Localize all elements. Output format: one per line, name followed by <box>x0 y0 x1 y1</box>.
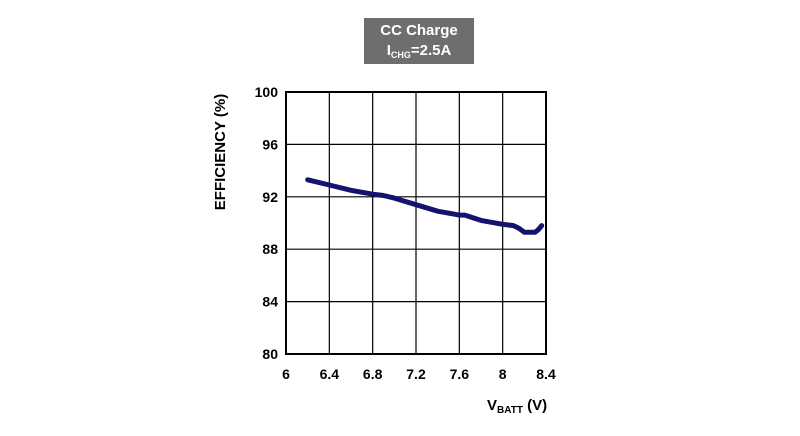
x-axis-label-rest: (V) <box>523 397 547 414</box>
chart-title-box: CC Charge ICHG=2.5A <box>364 18 474 64</box>
x-axis-label-sub: BATT <box>497 405 523 416</box>
y-axis-label: EFFICIENCY (%) <box>212 94 229 210</box>
subtitle-sub: CHG <box>390 50 411 60</box>
y-tick-label: 92 <box>262 189 278 205</box>
y-tick-label: 88 <box>262 241 278 257</box>
x-tick-label: 6 <box>282 366 290 382</box>
x-tick-label: 6.8 <box>363 366 383 382</box>
x-tick-label: 7.2 <box>406 366 426 382</box>
x-tick-label: 6.4 <box>320 366 340 382</box>
chart-title: CC Charge <box>380 22 458 39</box>
y-tick-label: 100 <box>255 84 279 100</box>
subtitle-rest: =2.5A <box>410 42 452 59</box>
x-tick-label: 8 <box>499 366 507 382</box>
x-tick-label: 7.6 <box>450 366 470 382</box>
x-axis-label-main: V <box>487 397 497 414</box>
x-tick-label: 8.4 <box>536 366 556 382</box>
y-tick-label: 80 <box>262 346 278 362</box>
subtitle-main: I <box>386 42 391 59</box>
y-tick-label: 84 <box>262 294 278 310</box>
efficiency-series-line <box>305 177 545 235</box>
chart-subtitle: ICHG=2.5A <box>364 41 474 65</box>
y-tick-labels: 80 84 88 92 96 100 <box>255 84 279 362</box>
y-tick-label: 96 <box>262 136 278 152</box>
plot-frame <box>285 91 547 355</box>
x-tick-labels: 6 6.4 6.8 7.2 7.6 8 8.4 <box>282 366 556 382</box>
x-axis-label: VBATT (V) <box>487 397 547 416</box>
